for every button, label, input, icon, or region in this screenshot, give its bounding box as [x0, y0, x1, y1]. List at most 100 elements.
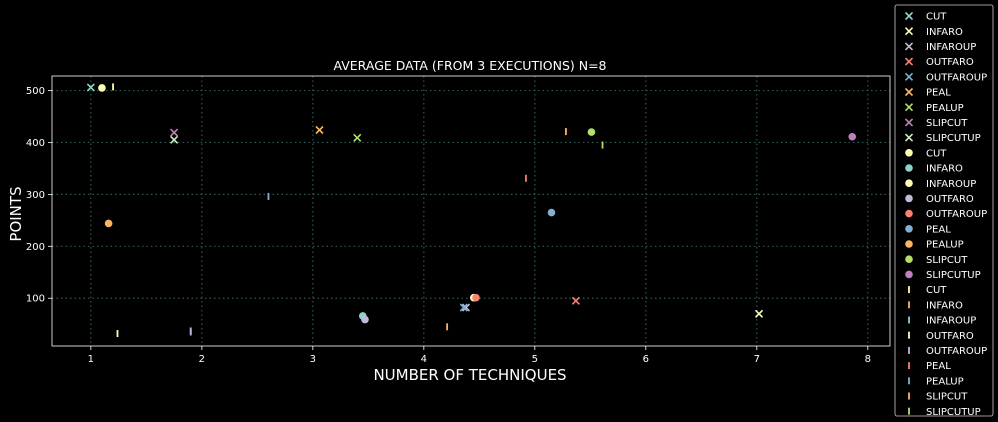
chart-title: AVERAGE DATA (FROM 3 EXECUTIONS) N=8	[333, 58, 606, 73]
x-tick-label: 1	[88, 354, 94, 365]
data-points	[86, 83, 857, 338]
legend-label: SLIPCUT	[926, 255, 968, 266]
legend-marker	[904, 27, 914, 36]
legend-label: INFARO	[926, 300, 963, 311]
legend-label: PEAL	[926, 224, 951, 235]
legend-entry: PEALUP	[904, 103, 964, 114]
legend-label: INFARO	[926, 164, 963, 175]
legend-entry: OUTFAROUP	[905, 209, 987, 220]
legend-label: PEAL	[926, 361, 951, 372]
data-point	[754, 309, 764, 318]
grid	[52, 76, 890, 346]
legend-marker	[904, 87, 914, 97]
data-point	[547, 208, 556, 217]
legend-label: CUT	[926, 148, 947, 159]
y-tick-label: 400	[26, 138, 45, 149]
legend-entry: INFARO	[904, 27, 963, 38]
legend-entry: INFAROUP	[905, 179, 976, 190]
x-tick-label: 2	[199, 354, 205, 365]
x-tick-label: 7	[754, 354, 760, 365]
legend-entry: CUT	[908, 285, 947, 296]
legend-entry: SLIPCUT	[904, 118, 968, 129]
x-tick-label: 4	[421, 354, 427, 365]
legend-label: INFAROUP	[926, 179, 976, 190]
data-point	[472, 293, 480, 302]
x-tick-label: 6	[643, 354, 649, 365]
legend-label: INFAROUP	[926, 42, 976, 53]
legend-marker	[904, 57, 914, 66]
legend-label: PEALUP	[926, 240, 964, 251]
data-point	[170, 135, 179, 144]
legend-entry: OUTFARO	[904, 57, 974, 68]
data-point	[170, 128, 179, 137]
data-point	[848, 132, 857, 141]
legend-entry: OUTFAROUP	[908, 346, 987, 357]
legend: CUT INFARO INFAROUP OUTFARO OUTFAROUP PEAL PEA…	[894, 4, 994, 418]
data-point	[361, 315, 369, 324]
x-tick-label: 5	[532, 354, 538, 365]
legend-entry: CUT	[904, 11, 947, 23]
legend-label: INFAROUP	[926, 316, 976, 327]
legend-entry: OUTFARO	[905, 194, 974, 205]
legend-label: CUT	[926, 12, 947, 23]
legend-entry: PEALUP	[905, 240, 964, 251]
legend-marker	[905, 179, 913, 187]
legend-label: SLIPCUTUP	[926, 270, 981, 281]
y-axis-label: POINTS	[7, 186, 25, 241]
legend-entry: OUTFAROUP	[904, 72, 987, 83]
data-point	[353, 133, 362, 142]
legend-marker	[904, 118, 914, 127]
legend-marker	[905, 194, 913, 203]
legend-marker	[904, 103, 914, 112]
data-point	[86, 83, 95, 92]
legend-label: CUT	[926, 285, 947, 296]
legend-marker	[905, 270, 913, 279]
legend-marker	[905, 240, 913, 248]
legend-label: PEALUP	[926, 376, 964, 387]
legend-frame	[894, 4, 994, 417]
legend-entry: SLIPCUTUP	[904, 133, 981, 144]
legend-label: OUTFARO	[926, 57, 974, 68]
legend-label: PEAL	[926, 88, 951, 99]
legend-label: PEALUP	[926, 103, 964, 114]
x-axis-ticks: 1 2 3 4 5 6 7 8	[88, 346, 871, 365]
plot-area-frame	[51, 75, 891, 347]
legend-label: SLIPCUT	[926, 392, 968, 403]
legend-marker	[905, 164, 913, 172]
legend-marker	[904, 133, 914, 142]
legend-label: OUTFARO	[926, 331, 974, 342]
data-point	[587, 128, 596, 136]
y-tick-label: 300	[26, 190, 45, 201]
legend-entry: SLIPCUT	[905, 255, 968, 266]
legend-label: OUTFAROUP	[926, 72, 987, 83]
y-tick-label: 100	[26, 294, 45, 305]
data-point	[315, 125, 324, 135]
legend-entry: SLIPCUT	[908, 392, 968, 403]
legend-entry: SLIPCUTUP	[908, 407, 981, 418]
legend-marker	[904, 11, 914, 21]
legend-marker	[904, 72, 914, 81]
legend-marker	[904, 42, 914, 51]
data-point	[459, 303, 468, 312]
y-axis-ticks: 100 200 300 400 500	[26, 86, 52, 305]
legend-label: OUTFAROUP	[926, 346, 987, 357]
data-point	[461, 303, 471, 312]
x-tick-label: 3	[310, 354, 316, 365]
legend-entry: SLIPCUTUP	[905, 270, 981, 281]
legend-entry: PEAL	[904, 87, 951, 99]
legend-label: SLIPCUTUP	[926, 133, 981, 144]
legend-entry: PEAL	[905, 224, 951, 235]
legend-marker	[905, 149, 913, 157]
data-point	[571, 296, 580, 305]
legend-label: SLIPCUT	[926, 118, 968, 129]
legend-entry: PEALUP	[908, 376, 964, 387]
legend-label: OUTFAROUP	[926, 209, 987, 220]
legend-marker	[905, 225, 913, 233]
data-point	[104, 219, 113, 228]
legend-label: OUTFARO	[926, 194, 974, 205]
legend-entry: OUTFARO	[908, 331, 974, 342]
x-axis-label: NUMBER OF TECHNIQUES	[373, 366, 566, 384]
x-tick-label: 8	[865, 354, 871, 365]
legend-entry: CUT	[905, 148, 947, 159]
